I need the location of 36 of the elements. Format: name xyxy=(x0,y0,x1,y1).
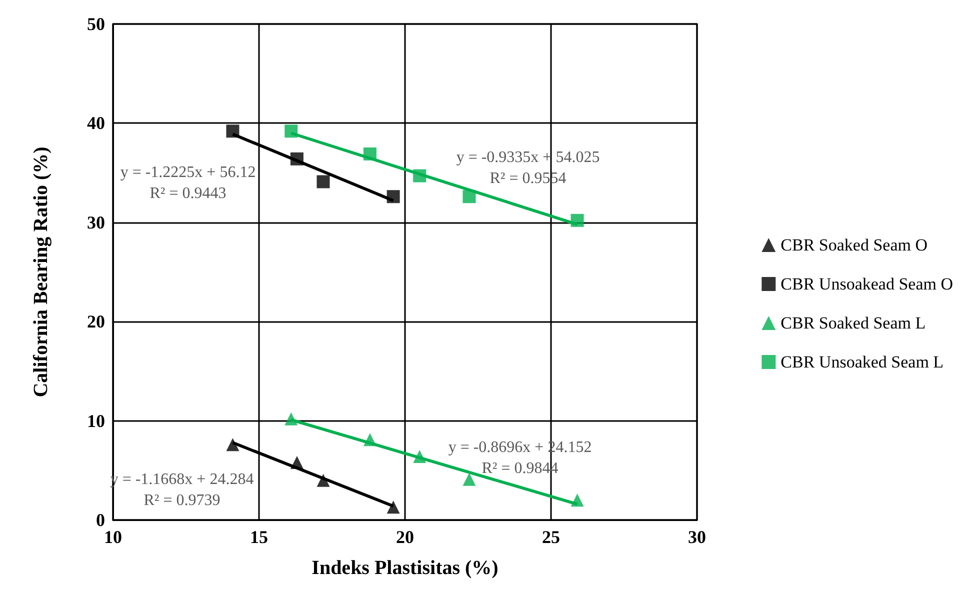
legend-label: CBR Soaked Seam L xyxy=(780,314,926,332)
point xyxy=(316,474,330,487)
y-tick-label: 40 xyxy=(87,113,105,134)
x-tick-label: 15 xyxy=(250,527,268,547)
point xyxy=(413,169,426,182)
x-axis-title: Indeks Plastisitas (%) xyxy=(312,557,498,579)
point xyxy=(363,147,376,160)
point xyxy=(386,190,400,204)
x-tick-label: 25 xyxy=(542,527,560,547)
point xyxy=(363,433,376,446)
annotation: y = -1.2225x + 56.12 R² = 0.9443 xyxy=(120,164,256,202)
point xyxy=(290,152,304,166)
y-axis-title: California Bearing Ratio (%) xyxy=(30,146,52,398)
point xyxy=(226,438,240,452)
y-tick-label: 10 xyxy=(87,410,105,431)
legend-label: CBR Soaked Seam O xyxy=(780,236,928,254)
y-tick-label: 50 xyxy=(87,14,105,34)
point xyxy=(570,214,584,227)
point xyxy=(570,494,584,507)
point xyxy=(290,456,304,469)
x-tick-label: 10 xyxy=(104,527,122,547)
x-tick-label: 20 xyxy=(396,527,414,547)
legend-label: CBR Unsoakead Seam O xyxy=(780,274,954,294)
point xyxy=(284,124,298,138)
y-tick-label: 20 xyxy=(87,312,105,332)
legend-label: CBR Unsoaked Seam L xyxy=(780,352,944,372)
point xyxy=(386,500,400,514)
point xyxy=(413,450,426,464)
point xyxy=(462,472,476,486)
x-tick-label: 30 xyxy=(688,527,706,547)
y-tick-label: 0 xyxy=(96,510,105,530)
point xyxy=(462,190,476,204)
y-tick-label: 30 xyxy=(87,212,105,232)
point xyxy=(284,412,298,426)
point xyxy=(226,124,240,138)
point xyxy=(316,175,330,188)
